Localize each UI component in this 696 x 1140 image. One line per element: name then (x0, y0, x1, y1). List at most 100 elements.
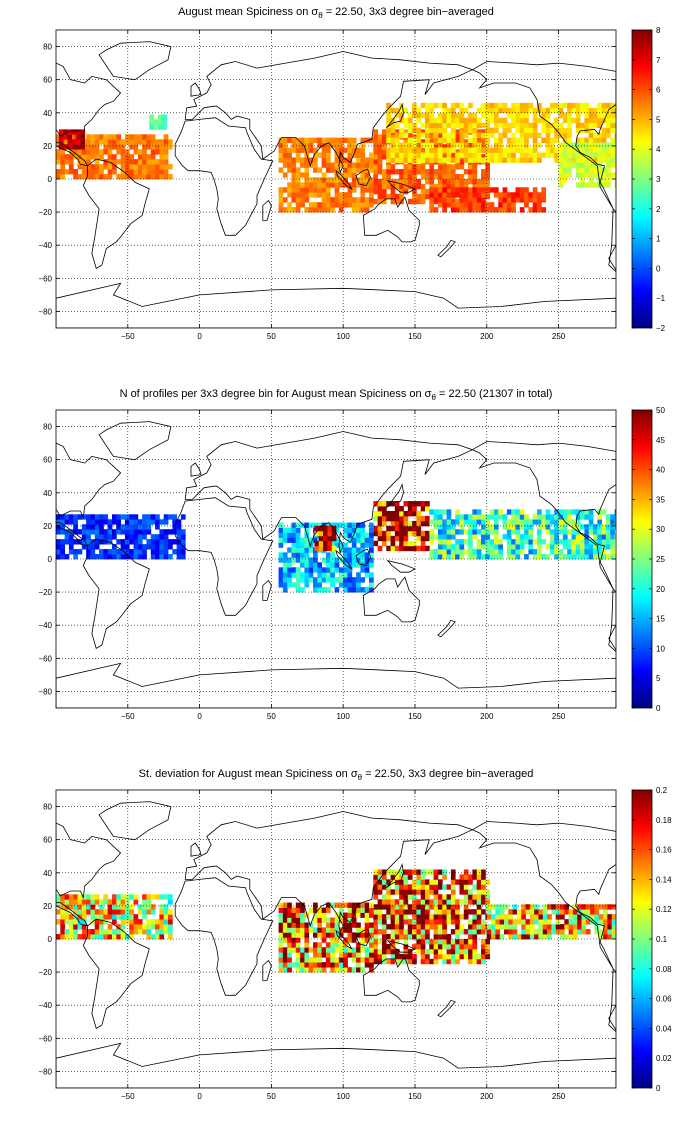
data-cell (489, 107, 495, 114)
data-cell (351, 137, 357, 143)
data-cell (381, 515, 387, 522)
data-cell (129, 174, 134, 180)
data-cell (399, 953, 404, 960)
data-cell (437, 164, 443, 170)
data-cell (558, 524, 564, 530)
data-cell (511, 157, 516, 163)
data-cell (442, 894, 447, 900)
data-cell (287, 957, 292, 963)
data-cell (71, 144, 77, 150)
data-cell (506, 137, 512, 143)
data-cell (529, 904, 535, 910)
data-cell (330, 167, 335, 173)
data-cell (351, 922, 357, 928)
data-cell (373, 501, 379, 507)
data-cell (325, 177, 331, 183)
land-outline (335, 929, 353, 951)
data-cell (60, 909, 66, 915)
data-cell (524, 514, 529, 520)
data-cell (412, 142, 417, 148)
data-cell (598, 934, 604, 940)
data-cell (450, 154, 456, 160)
data-cell (585, 929, 591, 935)
data-cell (567, 554, 572, 560)
data-cell (86, 169, 91, 175)
std-deviation-panel: St. deviation for August mean Spiciness … (0, 760, 696, 1140)
data-cell (429, 519, 435, 525)
data-cell (94, 534, 100, 540)
data-cell (429, 869, 435, 875)
data-cell (129, 919, 134, 925)
data-cell (412, 501, 417, 507)
data-cell (515, 509, 521, 515)
data-cell (331, 530, 337, 537)
data-cell (159, 894, 165, 900)
data-cell (381, 899, 387, 905)
data-cell (124, 154, 130, 160)
data-cell (86, 514, 91, 520)
data-cell (476, 894, 482, 900)
data-cell (528, 207, 534, 213)
colorbar-tick-label: 3 (656, 175, 661, 184)
data-cell (56, 159, 61, 165)
data-cell (112, 934, 117, 940)
data-cell (377, 899, 383, 905)
data-cell (360, 187, 366, 193)
data-cell (347, 557, 353, 563)
data-cell (545, 514, 551, 520)
data-cell (94, 929, 100, 935)
data-cell (446, 144, 452, 150)
data-cell (90, 554, 96, 560)
data-cell (155, 139, 160, 145)
data-cell (278, 147, 284, 153)
data-cell (373, 129, 379, 135)
data-cell (394, 899, 400, 905)
data-cell (610, 122, 615, 129)
data-cell (459, 889, 465, 895)
data-cell (373, 874, 379, 880)
data-cell (532, 107, 538, 114)
data-cell (420, 869, 426, 875)
data-cell (386, 510, 391, 517)
data-cell (107, 174, 113, 180)
data-cell (558, 514, 564, 520)
data-cell (442, 919, 447, 925)
data-cell (377, 919, 383, 925)
data-cell (506, 539, 512, 545)
data-cell (351, 542, 357, 548)
data-cell (373, 198, 379, 205)
data-cell (568, 924, 574, 930)
data-cell (459, 539, 465, 545)
data-cell (155, 924, 160, 930)
data-cell (77, 149, 83, 155)
data-cell (446, 179, 452, 185)
data-cell (407, 134, 413, 140)
data-cell (120, 144, 126, 150)
data-cell (373, 869, 379, 875)
data-cell (321, 927, 327, 933)
data-cell (334, 147, 340, 153)
data-cell (459, 137, 465, 143)
data-cell (558, 529, 564, 535)
y-tick-label: 20 (43, 142, 52, 151)
data-cell (425, 506, 430, 512)
data-cell (142, 544, 147, 550)
data-cell (446, 202, 452, 208)
data-cell (343, 577, 348, 583)
data-cell (459, 879, 465, 885)
data-cell (610, 554, 615, 560)
data-cell (558, 509, 564, 515)
data-cell (515, 102, 521, 109)
data-cell (519, 187, 525, 193)
data-cell (386, 545, 391, 552)
data-cell (334, 562, 340, 568)
data-cell (308, 562, 314, 568)
data-cell (142, 554, 147, 560)
data-cell (369, 177, 374, 183)
data-cell (351, 172, 357, 178)
data-cell (325, 572, 331, 578)
data-cell (381, 879, 387, 885)
data-cell (356, 962, 361, 968)
data-cell (594, 919, 600, 925)
data-cell (491, 914, 496, 920)
